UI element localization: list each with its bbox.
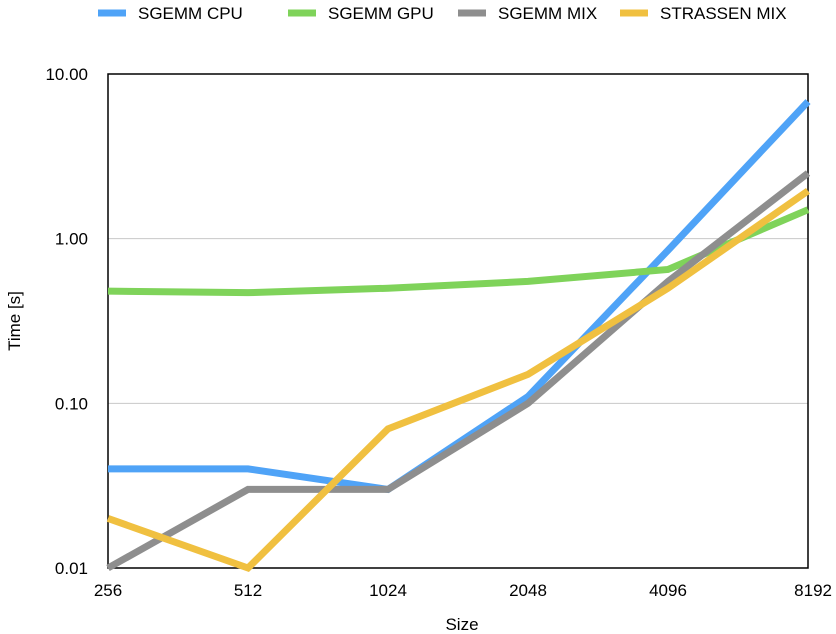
x-tick-label: 2048: [509, 581, 547, 600]
legend: SGEMM CPU SGEMM GPU SGEMM MIX STRASSEN MIX: [98, 4, 787, 23]
x-tick-label: 512: [234, 581, 262, 600]
legend-label: SGEMM MIX: [498, 4, 597, 23]
x-tick-label: 4096: [649, 581, 687, 600]
legend-label: SGEMM CPU: [138, 4, 243, 23]
plot-frame: [107, 73, 809, 569]
x-tick-label: 256: [94, 581, 122, 600]
series-line-sgemm-mix: [106, 170, 811, 572]
series-lines: [106, 99, 811, 573]
legend-label: STRASSEN MIX: [660, 4, 787, 23]
x-tick-label: 8192: [794, 581, 832, 600]
series-line-strassen-mix: [106, 188, 810, 573]
x-tick-label: 1024: [369, 581, 407, 600]
x-axis-ticks: 256 512 1024 2048 4096 8192: [94, 581, 832, 600]
y-tick-label: 0.10: [55, 394, 88, 413]
legend-label: SGEMM GPU: [328, 4, 434, 23]
y-axis-ticks: 0.01 0.10 1.00 10.00: [45, 65, 88, 578]
y-axis-title: Time [s]: [5, 291, 24, 351]
y-tick-label: 10.00: [45, 65, 88, 84]
x-axis-title: Size: [445, 615, 478, 634]
y-tick-label: 1.00: [55, 230, 88, 249]
y-tick-label: 0.01: [55, 559, 88, 578]
